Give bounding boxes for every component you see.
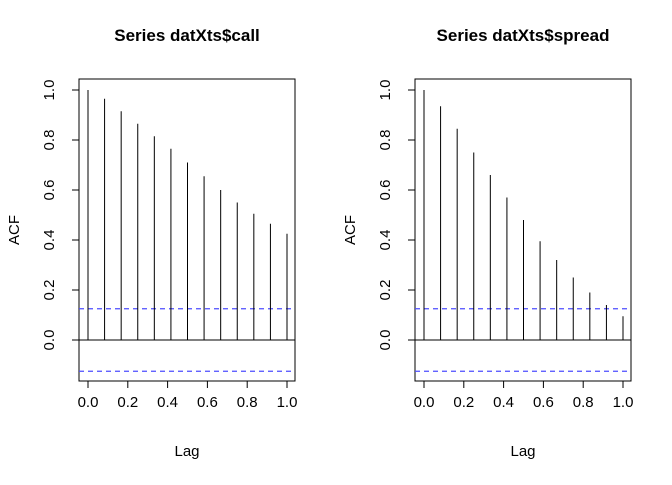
acf-panel-call: Series datXts$call 0.0 0.2 0.4 0.6 0.8 1.0 0.0 0… [6,26,297,460]
x-tick-label: 0.0 [414,394,435,411]
y-tick-label: 0.6 [377,180,394,201]
x-tick-label: 0.2 [453,394,474,411]
chart-title: Series datXts$spread [437,26,610,45]
plot-frame [414,78,632,382]
x-tick-label: 0.6 [197,394,218,411]
plot-frame [78,78,296,382]
y-tick-label: 0.4 [377,230,394,251]
x-tick-label: 1.0 [277,394,298,411]
x-tick-label: 0.4 [157,394,178,411]
x-tick-label: 0.6 [533,394,554,411]
y-tick-label: 0.6 [41,180,58,201]
x-tick-label: 0.0 [78,394,99,411]
x-tick-label: 0.4 [493,394,514,411]
x-tick-label: 0.2 [117,394,138,411]
y-tick-label: 0.8 [377,130,394,151]
y-tick-label: 0.8 [41,130,58,151]
x-axis-label: Lag [174,443,199,460]
y-tick-label: 0.2 [377,280,394,301]
y-tick-label: 0.4 [41,230,58,251]
y-tick-label: 1.0 [41,80,58,101]
y-tick-label: 0.0 [377,330,394,351]
x-tick-label: 1.0 [613,394,634,411]
y-tick-label: 1.0 [377,80,394,101]
y-axis-label: ACF [6,215,23,245]
y-tick-label: 0.2 [41,280,58,301]
y-axis-label: ACF [342,215,359,245]
y-tick-label: 0.0 [41,330,58,351]
x-tick-label: 0.8 [237,394,258,411]
chart-title: Series datXts$call [114,26,260,45]
acf-panel-spread: Series datXts$spread 0.0 0.2 0.4 0.6 0.8 1.0 0.… [342,26,633,460]
x-tick-label: 0.8 [573,394,594,411]
x-axis-label: Lag [510,443,535,460]
